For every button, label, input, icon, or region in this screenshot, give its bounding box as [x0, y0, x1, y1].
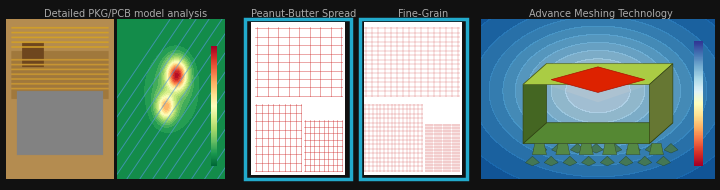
Polygon shape	[626, 143, 641, 153]
Polygon shape	[582, 156, 595, 166]
Polygon shape	[638, 156, 652, 166]
Polygon shape	[664, 143, 678, 153]
Polygon shape	[608, 143, 622, 153]
Text: Fine-Grain: Fine-Grain	[397, 9, 448, 19]
Polygon shape	[526, 156, 539, 166]
Polygon shape	[552, 67, 645, 92]
Text: Peanut-Butter Spread: Peanut-Butter Spread	[251, 9, 356, 19]
Polygon shape	[589, 143, 603, 153]
Polygon shape	[533, 143, 546, 155]
Polygon shape	[533, 143, 547, 153]
Polygon shape	[619, 156, 633, 166]
Polygon shape	[645, 143, 660, 153]
Polygon shape	[626, 143, 640, 155]
Polygon shape	[579, 143, 593, 155]
Polygon shape	[523, 64, 673, 84]
Polygon shape	[523, 123, 673, 143]
Polygon shape	[603, 143, 617, 155]
Polygon shape	[544, 156, 558, 166]
Polygon shape	[649, 64, 673, 143]
Polygon shape	[570, 143, 585, 153]
Polygon shape	[600, 156, 614, 166]
Bar	[251, 22, 345, 175]
Text: Detailed PKG/PCB model analysis: Detailed PKG/PCB model analysis	[45, 9, 207, 19]
Polygon shape	[649, 143, 664, 155]
Polygon shape	[563, 156, 577, 166]
Polygon shape	[542, 64, 654, 102]
Polygon shape	[552, 143, 566, 153]
Text: Advance Meshing Technology: Advance Meshing Technology	[529, 9, 673, 19]
Polygon shape	[523, 64, 546, 143]
Polygon shape	[657, 156, 670, 166]
Polygon shape	[556, 143, 570, 155]
